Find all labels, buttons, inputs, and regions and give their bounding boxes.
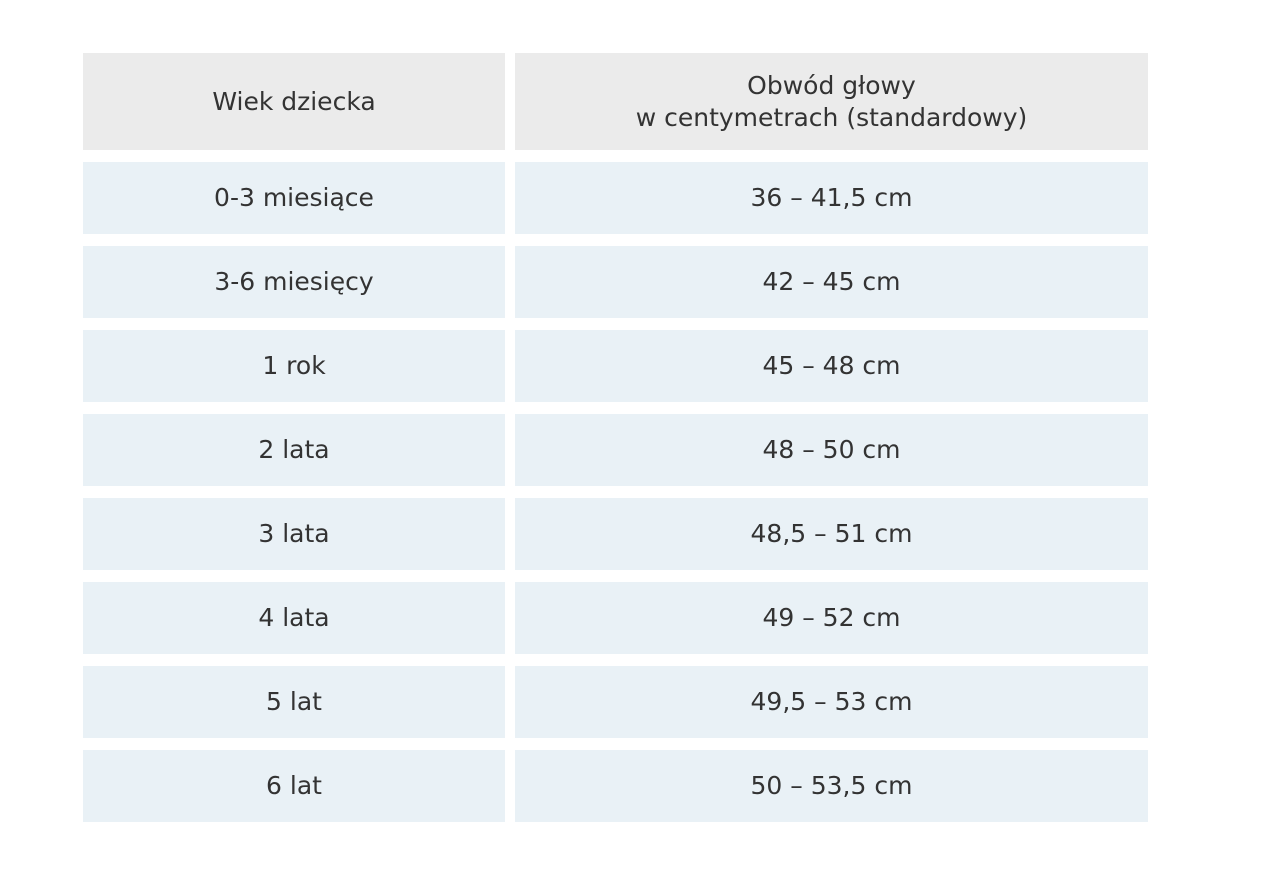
age-cell: 6 lat	[83, 750, 505, 822]
table-row: 2 lata 48 – 50 cm	[83, 414, 1148, 486]
table-row: 3-6 miesięcy 42 – 45 cm	[83, 246, 1148, 318]
circumference-cell: 36 – 41,5 cm	[515, 162, 1148, 234]
age-cell: 4 lata	[83, 582, 505, 654]
table-row: 5 lat 49,5 – 53 cm	[83, 666, 1148, 738]
table-header-row: Wiek dziecka Obwód głowy w centymetrach …	[83, 53, 1148, 150]
circumference-cell: 50 – 53,5 cm	[515, 750, 1148, 822]
age-cell: 3 lata	[83, 498, 505, 570]
table-row: 4 lata 49 – 52 cm	[83, 582, 1148, 654]
table-row: 6 lat 50 – 53,5 cm	[83, 750, 1148, 822]
circumference-cell: 48,5 – 51 cm	[515, 498, 1148, 570]
circumference-cell: 49,5 – 53 cm	[515, 666, 1148, 738]
age-cell: 1 rok	[83, 330, 505, 402]
table-body: 0-3 miesiące 36 – 41,5 cm 3-6 miesięcy 42 –…	[83, 162, 1148, 822]
age-cell: 3-6 miesięcy	[83, 246, 505, 318]
header-age: Wiek dziecka	[83, 53, 505, 150]
table-row: 1 rok 45 – 48 cm	[83, 330, 1148, 402]
age-cell: 0-3 miesiące	[83, 162, 505, 234]
circumference-cell: 49 – 52 cm	[515, 582, 1148, 654]
header-head-circumference: Obwód głowy w centymetrach (standardowy)	[515, 53, 1148, 150]
age-cell: 2 lata	[83, 414, 505, 486]
circumference-cell: 48 – 50 cm	[515, 414, 1148, 486]
table-row: 3 lata 48,5 – 51 cm	[83, 498, 1148, 570]
circumference-cell: 45 – 48 cm	[515, 330, 1148, 402]
circumference-cell: 42 – 45 cm	[515, 246, 1148, 318]
age-cell: 5 lat	[83, 666, 505, 738]
table-row: 0-3 miesiące 36 – 41,5 cm	[83, 162, 1148, 234]
head-circumference-table: Wiek dziecka Obwód głowy w centymetrach …	[83, 53, 1148, 834]
